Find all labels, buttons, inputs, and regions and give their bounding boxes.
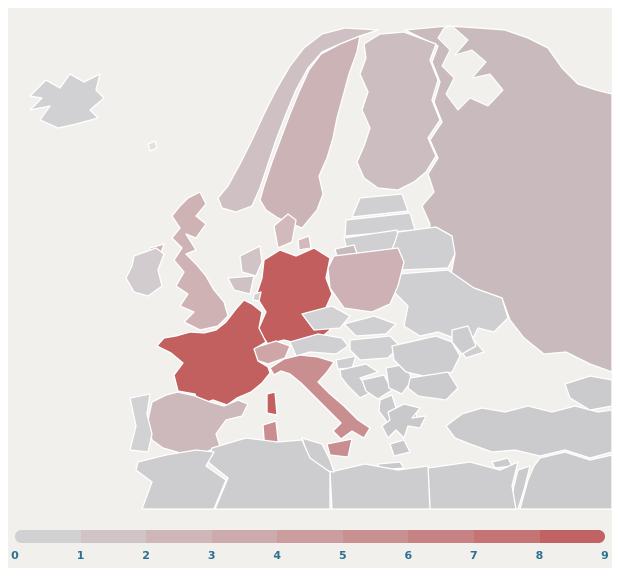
country-hungary[interactable]	[349, 335, 401, 361]
country-estonia[interactable]	[351, 193, 409, 218]
country-poland[interactable]	[327, 247, 405, 313]
white-sea	[437, 25, 504, 111]
legend-segment	[342, 530, 409, 543]
legend-bar	[15, 530, 605, 543]
country-caucasus[interactable]	[564, 375, 613, 411]
legend-label: 7	[470, 549, 478, 562]
country-romania[interactable]	[391, 335, 461, 379]
legend-segment	[146, 530, 212, 543]
country-bulgaria[interactable]	[407, 371, 459, 401]
country-spain[interactable]	[147, 391, 249, 455]
country-czechia[interactable]	[301, 305, 351, 331]
legend-segment	[539, 530, 605, 543]
country-turkey[interactable]	[445, 405, 613, 459]
country-moldova[interactable]	[451, 325, 477, 355]
country-denmark[interactable]	[273, 213, 312, 251]
country-morocco[interactable]	[135, 449, 227, 510]
country-slovakia[interactable]	[343, 315, 397, 337]
legend-segment	[408, 530, 474, 543]
country-levant-coast[interactable]	[509, 465, 531, 510]
legend-label: 2	[142, 549, 150, 562]
country-egypt[interactable]	[427, 461, 519, 510]
legend-label: 9	[601, 549, 609, 562]
country-portugal[interactable]	[129, 393, 153, 453]
country-belarus[interactable]	[389, 226, 456, 271]
country-finland[interactable]	[356, 31, 441, 191]
legend-label: 6	[404, 549, 413, 562]
legend-label: 1	[76, 549, 85, 562]
country-bosnia[interactable]	[361, 374, 393, 400]
legend-labels: 0 1 2 3 4 5 6 7 8 9	[11, 549, 609, 565]
country-sweden[interactable]	[259, 35, 361, 229]
country-belgium[interactable]	[227, 275, 255, 295]
legend-segment	[473, 530, 540, 543]
country-luxembourg[interactable]	[252, 291, 262, 302]
country-middle-east[interactable]	[519, 451, 613, 510]
country-iceland[interactable]	[29, 73, 105, 129]
legend-segment	[277, 530, 343, 543]
country-algeria[interactable]	[207, 437, 331, 510]
country-libya[interactable]	[329, 463, 431, 510]
legend-segment	[211, 530, 278, 543]
legend-label: 4	[273, 549, 282, 562]
country-norway[interactable]	[217, 27, 379, 213]
legend-label: 8	[535, 549, 544, 562]
legend-segment	[15, 530, 81, 543]
legend-label: 3	[207, 549, 216, 562]
legend-segment	[80, 530, 147, 543]
country-faroe-islands[interactable]	[147, 140, 158, 152]
country-netherlands[interactable]	[239, 245, 263, 277]
country-ireland[interactable]	[125, 247, 165, 297]
legend-label: 5	[338, 549, 347, 562]
legend-label: 0	[11, 549, 19, 562]
